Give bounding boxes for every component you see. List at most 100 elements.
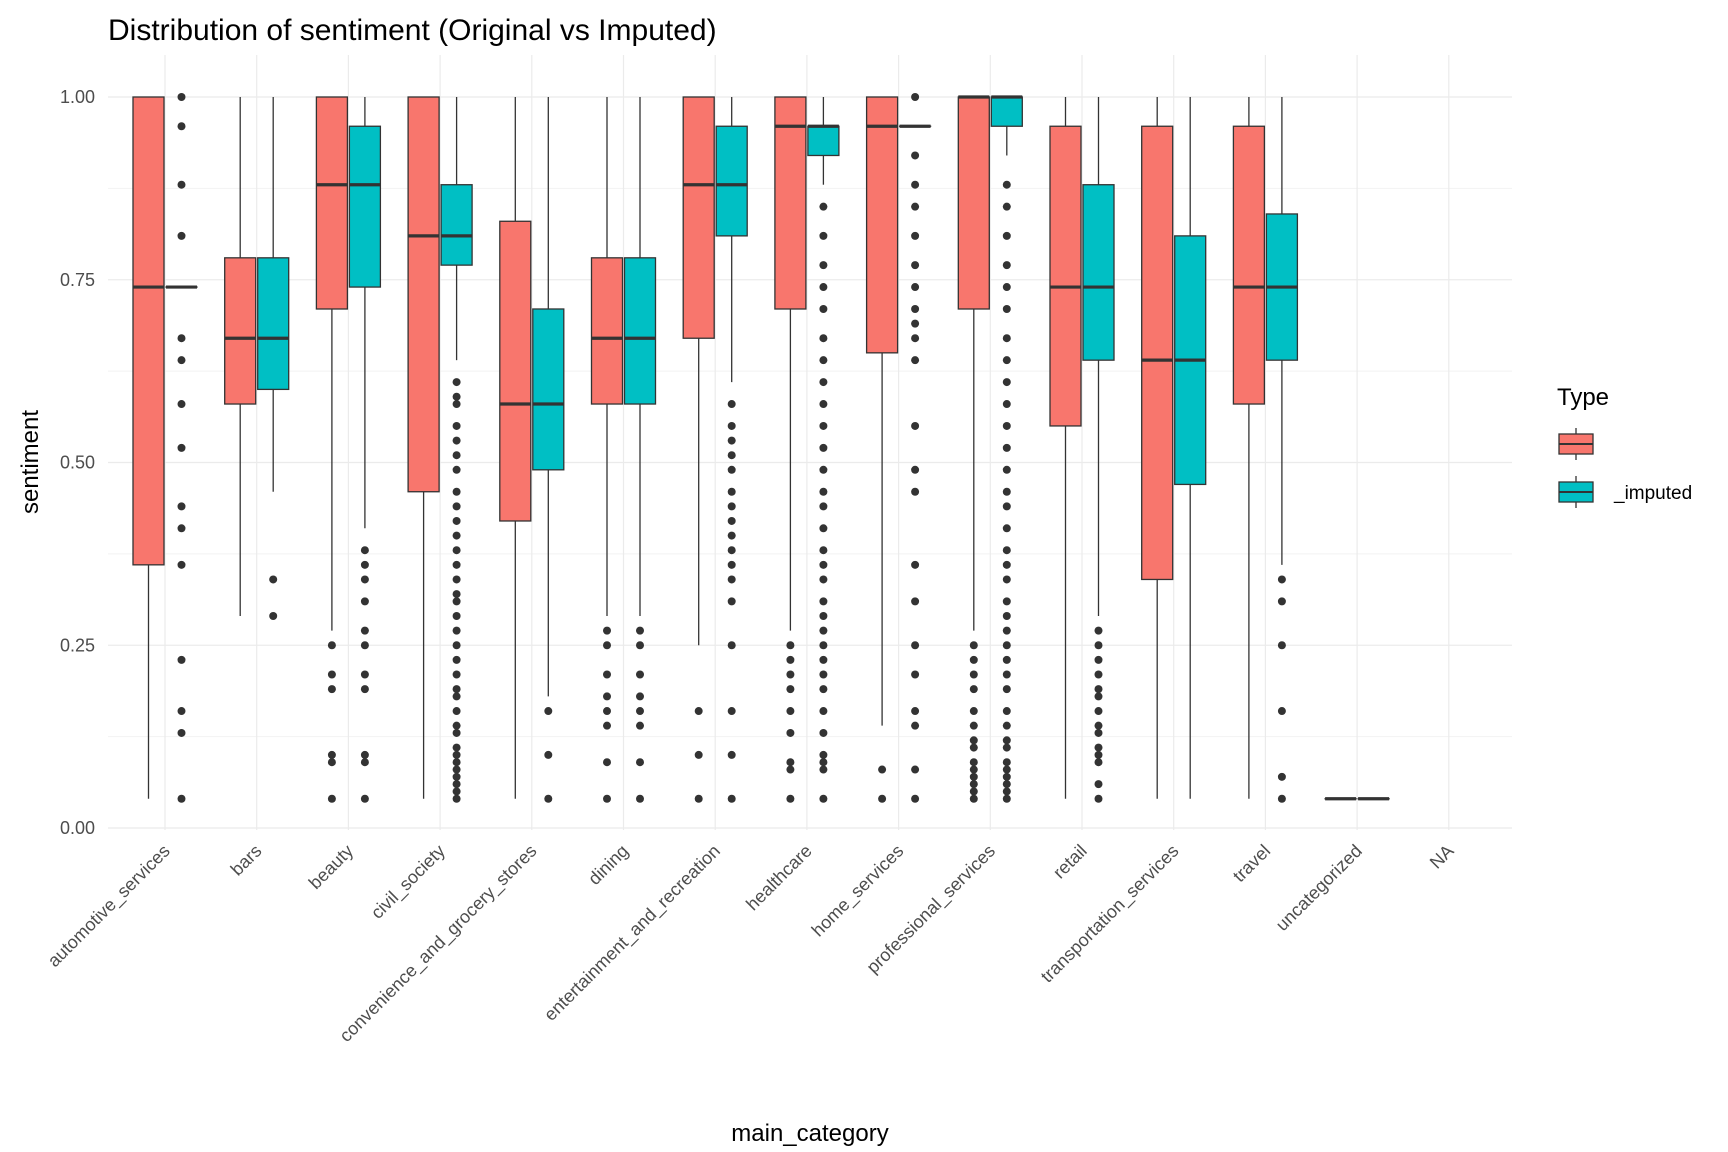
outlier-point — [1002, 780, 1011, 789]
outlier-point — [911, 334, 920, 343]
outlier-point — [911, 641, 920, 650]
y-tick-label: 1.00 — [60, 87, 95, 107]
box-group — [898, 93, 932, 803]
box-body — [315, 96, 349, 310]
outlier-point — [544, 750, 553, 759]
outlier-point — [269, 612, 278, 621]
outlier-point — [1094, 707, 1103, 716]
box-group — [1174, 97, 1207, 799]
outlier-point — [1002, 560, 1011, 569]
outlier-point — [727, 546, 736, 555]
outlier-point — [727, 560, 736, 569]
outlier-point — [544, 794, 553, 803]
outlier-point — [1002, 546, 1011, 555]
outlier-point — [969, 685, 978, 694]
box-group — [774, 96, 807, 803]
outlier-point — [452, 641, 461, 650]
outlier-point — [1002, 655, 1011, 664]
outlier-point — [819, 546, 828, 555]
box-group — [1141, 97, 1174, 799]
x-tick-label: retail — [1049, 841, 1091, 883]
outlier-point — [786, 707, 795, 716]
outlier-point — [636, 794, 644, 803]
outlier-point — [911, 202, 920, 211]
box-body — [224, 257, 257, 405]
outlier-point — [819, 231, 828, 240]
outlier-point — [727, 400, 736, 409]
y-tick-label: 0.00 — [60, 818, 95, 838]
outlier-point — [1002, 670, 1011, 679]
outlier-point — [1094, 728, 1103, 737]
outlier-point — [1002, 334, 1011, 343]
outlier-point — [452, 692, 461, 701]
outlier-point — [727, 575, 736, 584]
box-body — [774, 96, 807, 310]
outlier-point — [969, 707, 978, 716]
outlier-point — [360, 575, 369, 584]
outlier-point — [911, 421, 920, 430]
box-body — [990, 96, 1023, 127]
outlier-point — [1002, 465, 1011, 474]
outlier-point — [177, 794, 186, 803]
outlier-point — [452, 400, 461, 409]
outlier-point — [911, 707, 920, 716]
outlier-point — [819, 758, 828, 767]
y-axis-ticks: 0.00 0.25 0.50 0.75 1.00 — [60, 87, 95, 838]
x-axis-title: main_category — [731, 1120, 888, 1147]
box-group — [682, 96, 715, 803]
box-body — [623, 257, 657, 405]
outlier-point — [1002, 378, 1011, 387]
x-tick-label: dining — [584, 841, 632, 889]
outlier-point — [360, 685, 369, 694]
outlier-point — [452, 685, 461, 694]
outlier-point — [452, 516, 461, 525]
outlier-point — [1002, 487, 1011, 496]
outlier-point — [727, 531, 736, 540]
outlier-point — [819, 487, 828, 496]
x-tick-label: travel — [1229, 841, 1274, 886]
outlier-point — [819, 356, 828, 365]
x-tick-label: beauty — [305, 841, 357, 893]
outlier-point — [636, 721, 644, 730]
outlier-point — [452, 750, 461, 759]
outlier-point — [452, 597, 461, 606]
outlier-point — [819, 334, 828, 343]
box-body — [440, 184, 473, 266]
outlier-point — [911, 231, 920, 240]
outlier-point — [819, 202, 828, 211]
outlier-point — [452, 465, 461, 474]
outlier-point — [603, 707, 611, 716]
outlier-point — [969, 743, 978, 752]
outlier-point — [452, 421, 461, 430]
outlier-point — [969, 765, 978, 774]
y-axis-title: sentiment — [17, 410, 44, 514]
outlier-point — [452, 721, 461, 730]
outlier-point — [969, 655, 978, 664]
outlier-point — [452, 546, 461, 555]
outlier-point — [727, 794, 736, 803]
outlier-point — [819, 465, 828, 474]
outlier-point — [786, 758, 795, 767]
outlier-point — [452, 560, 461, 569]
outlier-point — [786, 794, 795, 803]
outlier-point — [1002, 612, 1011, 621]
outlier-point — [636, 626, 644, 635]
box-body — [499, 220, 532, 522]
box-body — [1141, 125, 1174, 581]
outlier-point — [603, 626, 611, 635]
outlier-point — [911, 487, 920, 496]
outlier-point — [452, 590, 461, 599]
box-group — [257, 97, 290, 621]
x-tick-label: automotive_services — [44, 841, 175, 972]
outlier-point — [1002, 261, 1011, 270]
x-tick-label: uncategorized — [1272, 841, 1366, 935]
outlier-point — [452, 502, 461, 511]
outlier-point — [603, 670, 611, 679]
outlier-point — [1094, 692, 1103, 701]
outlier-point — [819, 685, 828, 694]
outlier-point — [911, 180, 920, 189]
x-tick-label: civil_society — [367, 841, 450, 924]
box-body — [407, 96, 440, 493]
box-body — [132, 96, 165, 566]
